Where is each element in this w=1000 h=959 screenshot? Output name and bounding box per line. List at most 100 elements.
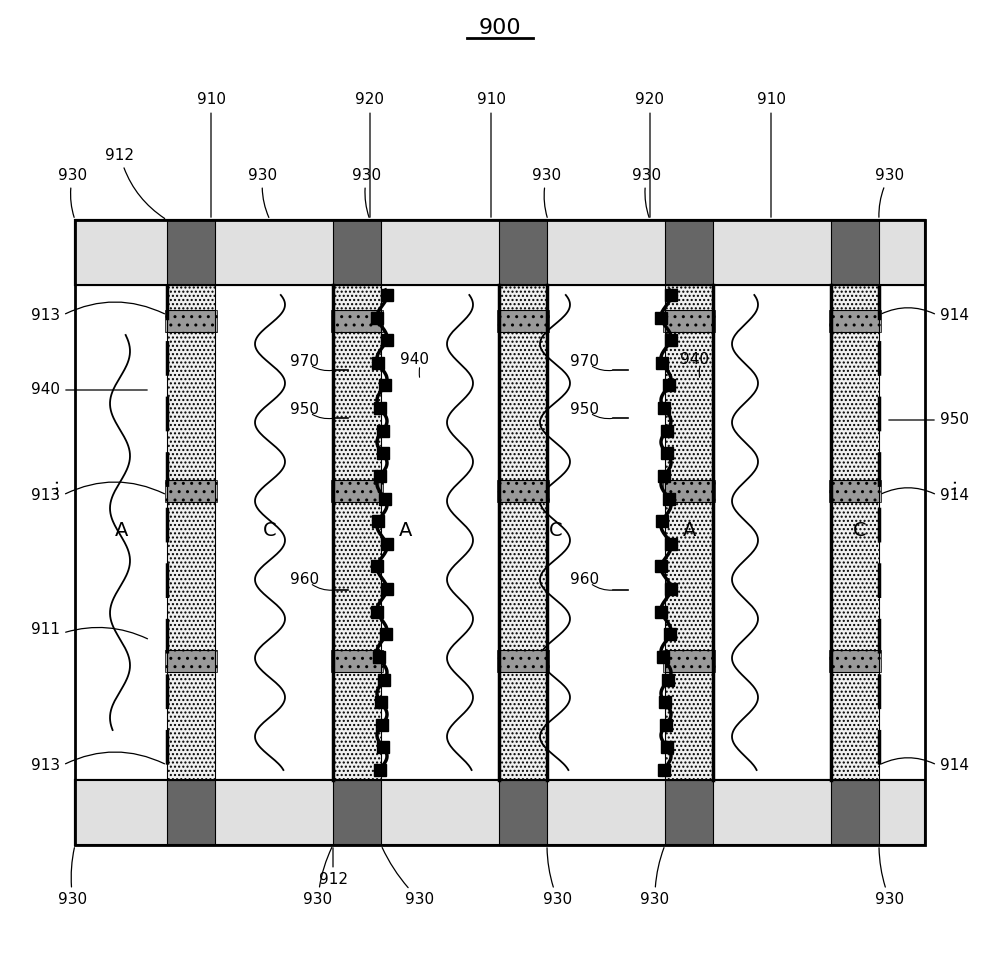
Bar [658,470,670,482]
Bar [373,651,385,663]
Bar [215,780,333,845]
Bar [372,515,384,527]
Bar [663,650,715,672]
Bar [381,289,393,301]
Bar [371,606,383,618]
Bar [713,220,831,285]
Text: A: A [683,521,697,540]
Text: 930: 930 [58,168,88,218]
Bar [375,696,387,708]
Text: C: C [549,521,563,540]
Text: 930: 930 [248,168,278,218]
Bar [167,310,215,332]
Text: 930: 930 [352,168,382,218]
Text: 960: 960 [290,573,319,588]
Bar [663,493,675,504]
Bar [499,285,547,780]
Text: A: A [399,521,413,540]
Bar [378,673,390,686]
Text: C: C [263,521,277,540]
Bar [499,310,547,332]
Text: 911: 911 [31,622,60,638]
Text: 970: 970 [570,355,599,369]
Bar [374,402,386,414]
Bar [661,447,673,459]
Bar [371,560,383,573]
Bar [333,650,381,672]
Text: 912: 912 [318,848,348,887]
Bar [663,380,675,391]
Text: ...: ... [43,477,61,494]
Text: A: A [115,521,129,540]
Bar [831,780,879,845]
Text: ...: ... [941,477,959,494]
Bar [665,780,713,845]
Bar [376,718,388,731]
Bar [333,220,381,285]
Bar [831,220,879,285]
Bar [665,285,713,780]
Bar [374,470,386,482]
Bar [497,310,549,332]
Bar [879,780,925,845]
Text: 910: 910 [757,92,786,218]
Bar [380,628,392,641]
Bar [831,480,879,502]
Bar [829,480,881,502]
Bar [333,310,381,332]
Text: 960: 960 [570,573,599,588]
Bar [665,538,677,550]
Bar [377,425,389,436]
Bar [215,220,333,285]
Text: 930: 930 [875,168,905,218]
Bar [331,650,383,672]
Bar [831,650,879,672]
Bar [75,220,925,285]
Bar [499,220,547,285]
Bar [656,357,668,369]
Text: 930: 930 [532,168,562,218]
Bar [663,480,715,502]
Bar [167,780,215,845]
Bar [655,606,667,618]
Bar [381,538,393,550]
Bar [377,447,389,459]
Bar [664,628,676,641]
Text: 913: 913 [31,308,60,322]
Bar [381,335,393,346]
Text: 930: 930 [58,848,88,907]
Text: 914: 914 [940,487,969,503]
Text: 920: 920 [636,92,664,218]
Text: 940: 940 [31,383,60,397]
Text: 930: 930 [382,848,435,907]
Bar [497,480,549,502]
Text: 970: 970 [290,355,319,369]
Bar [665,220,713,285]
Text: 930: 930 [875,848,905,907]
Bar [165,650,217,672]
Bar [499,480,547,502]
Bar [831,285,879,780]
Bar [379,380,391,391]
Bar [379,493,391,504]
Bar [662,673,674,686]
Text: 950: 950 [570,403,599,417]
Bar [333,780,381,845]
Bar [167,285,215,780]
Bar [333,480,381,502]
Bar [167,650,215,672]
Bar [665,480,713,502]
Bar [655,560,667,573]
Bar [665,289,677,301]
Text: 913: 913 [31,758,60,773]
Text: 950: 950 [290,403,319,417]
Bar [656,515,668,527]
Bar [331,480,383,502]
Bar [657,651,669,663]
Bar [499,650,547,672]
Bar [499,780,547,845]
Bar [167,220,215,285]
Bar [661,425,673,436]
Text: 920: 920 [356,92,384,218]
Bar [381,780,499,845]
